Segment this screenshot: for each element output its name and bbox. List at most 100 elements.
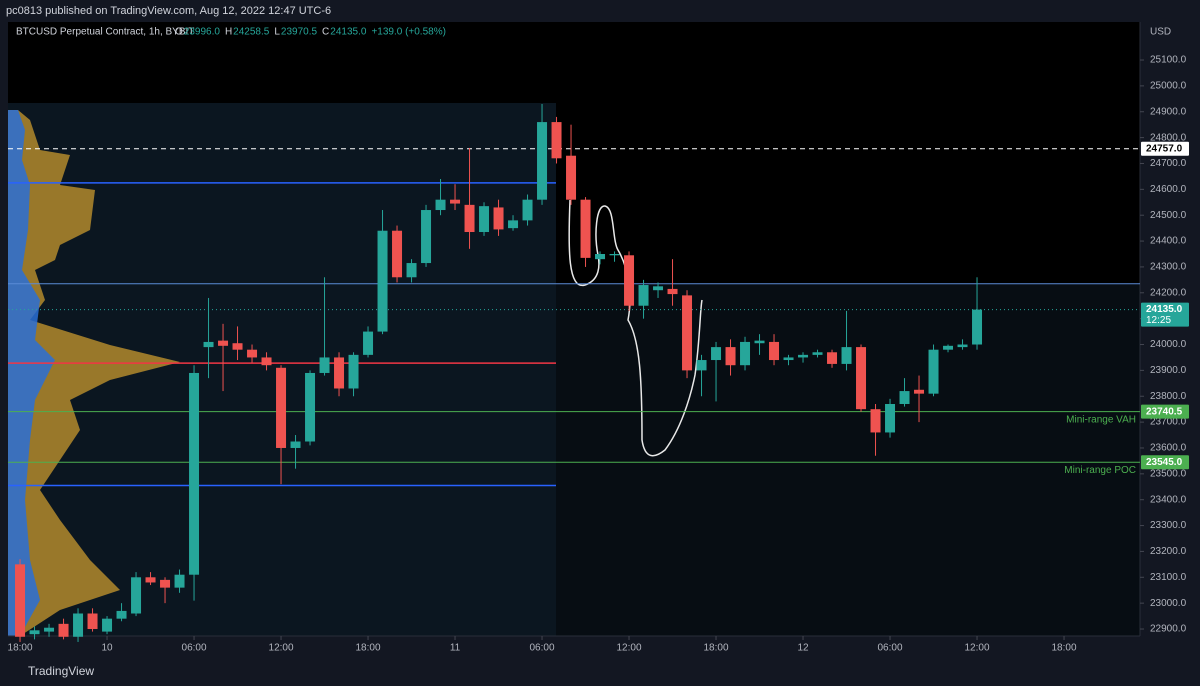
y-tick-label: 23400.0 <box>1150 494 1187 505</box>
y-tick-label: 23700.0 <box>1150 417 1187 428</box>
x-tick-label: 12:00 <box>617 643 642 654</box>
y-tick-label: 24000.0 <box>1150 339 1187 350</box>
candle-body <box>841 347 852 364</box>
x-tick-label: 18:00 <box>704 643 729 654</box>
x-tick-label: 10 <box>101 643 113 654</box>
x-tick-label: 06:00 <box>530 643 555 654</box>
candle-body <box>348 354 359 389</box>
candle-body <box>276 367 287 448</box>
candle-body <box>406 263 417 278</box>
currency: USD <box>1150 27 1171 38</box>
candle-body <box>174 574 185 588</box>
price-tag <box>1141 455 1189 470</box>
x-tick-label: 06:00 <box>878 643 903 654</box>
volume-profile-base <box>8 110 55 636</box>
price-tag-time: 12:25 <box>1146 315 1171 326</box>
candle-body <box>580 199 591 258</box>
y-tick-label: 23600.0 <box>1150 443 1187 454</box>
price-tag <box>1141 404 1189 419</box>
y-tick-label: 23200.0 <box>1150 546 1187 557</box>
candle-body <box>624 255 635 306</box>
candle-body <box>566 155 577 200</box>
x-tick-label: 18:00 <box>1052 643 1077 654</box>
x-tick-label: 12:00 <box>269 643 294 654</box>
candle-body <box>783 357 794 361</box>
candle-body <box>160 579 171 588</box>
y-tick-label: 25100.0 <box>1150 55 1187 66</box>
candle-body <box>334 357 345 389</box>
y-tick-label: 23800.0 <box>1150 391 1187 402</box>
candle-body <box>363 331 374 355</box>
ohlc-value: 23970.5 <box>281 27 318 38</box>
candle-body <box>769 341 780 361</box>
candle-body <box>653 286 664 291</box>
candle-body <box>392 230 403 278</box>
candle-body <box>972 309 983 345</box>
candle-body <box>218 340 229 346</box>
candle-body <box>870 409 881 433</box>
x-tick-label: 11 <box>450 643 461 654</box>
x-tick-label: 18:00 <box>356 643 381 654</box>
candle-body <box>87 613 98 630</box>
candle-body <box>725 347 736 366</box>
x-tick-label: 06:00 <box>182 643 207 654</box>
brand: TradingView <box>28 664 94 678</box>
y-tick-label: 24800.0 <box>1150 132 1187 143</box>
ohlc-key: C <box>322 27 329 38</box>
candle-body <box>856 347 867 410</box>
ohlc-key: O <box>175 27 183 38</box>
candle-body <box>435 199 446 211</box>
candle-body <box>508 220 519 229</box>
y-tick-label: 24300.0 <box>1150 262 1187 273</box>
price-tag-label: 24135.0 <box>1146 304 1183 315</box>
candle-body <box>319 357 330 373</box>
candle-body <box>812 352 823 355</box>
y-tick-label: 23000.0 <box>1150 598 1187 609</box>
candle-body <box>73 613 84 637</box>
candle-body <box>740 341 751 366</box>
candle-body <box>914 389 925 394</box>
y-tick-label: 24400.0 <box>1150 236 1187 247</box>
y-tick-label: 24700.0 <box>1150 158 1187 169</box>
y-tick-label: 23100.0 <box>1150 572 1187 583</box>
candle-body <box>595 253 606 260</box>
candle-body <box>15 564 26 637</box>
candle-body <box>189 372 200 575</box>
candle-body <box>493 207 504 230</box>
candle-body <box>943 345 954 350</box>
candle-body <box>131 577 142 614</box>
candle-body <box>754 340 765 344</box>
y-tick-label: 24900.0 <box>1150 106 1187 117</box>
candle-body <box>421 210 432 264</box>
candle-body <box>711 347 722 361</box>
ohlc-value: 24258.5 <box>233 27 270 38</box>
y-tick-label: 24500.0 <box>1150 210 1187 221</box>
ohlc-key: L <box>274 27 280 38</box>
candle-body <box>261 357 272 366</box>
candle-body <box>609 253 620 256</box>
candle-body <box>377 230 388 332</box>
candle-body <box>667 288 678 295</box>
volume-profile <box>8 110 180 636</box>
y-tick-label: 25000.0 <box>1150 81 1187 92</box>
candle-body <box>29 630 40 635</box>
candle-body <box>551 122 562 159</box>
y-tick-label: 23900.0 <box>1150 365 1187 376</box>
x-tick-label: 12:00 <box>965 643 990 654</box>
ohlc-key: H <box>225 27 232 38</box>
candle-body <box>479 206 490 233</box>
candle-body <box>928 349 939 394</box>
price-tag-label: 24757.0 <box>1146 143 1183 154</box>
candle-body <box>290 441 301 448</box>
candle-body <box>58 623 69 637</box>
y-tick-label: 23300.0 <box>1150 520 1187 531</box>
symbol: BTCUSD Perpetual Contract, 1h, BYBIT <box>16 27 194 38</box>
price-tag-label: 23545.0 <box>1146 457 1183 468</box>
candle-body <box>798 354 809 358</box>
ohlc-value: 24135.0 <box>330 27 367 38</box>
candle-body <box>638 285 649 306</box>
x-tick-label: 12 <box>797 643 809 654</box>
publisher: pc0813 published on TradingView.com, Aug… <box>6 5 331 17</box>
